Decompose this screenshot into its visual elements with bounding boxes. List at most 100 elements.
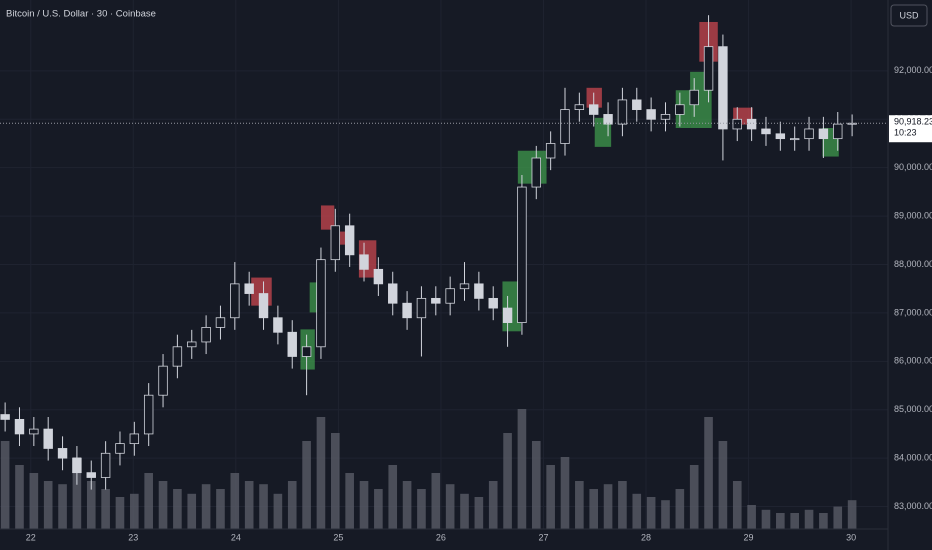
candle-body [718,46,728,130]
y-tick-label: 88,000.00 [894,259,932,269]
volume-bar [86,481,96,529]
volume-bar [187,493,197,529]
candle-body [402,302,412,319]
candle-body [201,327,211,343]
y-tick-label: 92,000.00 [894,65,932,75]
candle-body [301,346,312,357]
volume-bar [29,473,39,529]
volume-bar [474,497,484,529]
last-price-tag [889,115,932,143]
candle-body [316,259,326,348]
candle-body [244,283,254,294]
y-tick-label: 89,000.00 [894,210,932,220]
zone [594,117,612,147]
currency-label[interactable]: USD [899,10,919,20]
volume-bar [316,417,326,529]
candle-body [545,143,556,159]
volume-bar [747,505,756,529]
y-tick-label: 90,000.00 [894,162,932,172]
volume-bar [460,493,469,529]
candle-body [29,428,39,435]
volume-bar [761,509,771,529]
currency-button[interactable] [890,4,928,27]
volume-bar [43,481,53,529]
volume-bar [130,493,139,529]
candle-body [732,118,742,130]
volume-bar [115,497,125,529]
volume-bar [632,493,642,529]
candle-body [330,225,341,261]
candle-body [574,104,585,110]
volume-bar [244,481,254,529]
candle-body [775,133,786,140]
candle-body [373,268,384,285]
volume-bar [819,513,828,529]
volume-bar [287,481,297,529]
candle-body [14,419,25,435]
candle-body [359,254,369,270]
volume-bar [589,489,599,529]
volume-bar [72,457,82,529]
y-tick-label: 84,000.00 [894,453,932,463]
volume-bar [101,489,110,529]
candle-body [589,104,599,115]
candle-body [445,288,455,304]
candle-body [129,433,140,445]
candle-body [675,104,685,115]
candle-body [617,99,628,125]
volume-bar [517,409,527,529]
volume-bar [704,417,713,529]
volume-bar [833,506,843,529]
candle-body [517,186,527,323]
volume-bar [646,497,656,529]
candle-body [761,128,771,135]
candle-body [86,472,96,478]
x-tick-label: 27 [538,532,548,542]
volume-bar [15,465,24,529]
candle-body [57,448,68,459]
candle-body [703,46,714,91]
candle-body [474,283,484,299]
candle-body [560,109,570,144]
volume-bar [689,465,699,529]
chart-title: Bitcoin / U.S. Dollar · 30 · Coinbase [6,9,156,20]
y-tick-label: 85,000.00 [894,404,932,414]
candle-body [818,128,829,140]
candle-body [158,365,168,396]
volume-bar [331,433,340,529]
volume-bar [302,441,311,529]
candle-body [603,114,613,125]
volume-bar [618,481,627,529]
candle-body [100,452,111,478]
countdown-label: 10:23 [894,128,917,138]
volume-bar [417,489,426,529]
volume-bar [488,481,498,529]
x-tick-label: 29 [744,532,754,542]
candle-body [660,114,671,120]
x-tick-label: 23 [128,532,138,542]
candle-body [416,297,427,319]
volume-bar [445,484,455,529]
x-tick-label: 22 [26,532,36,542]
candle-body [143,394,154,435]
candle-body [287,331,297,357]
candle-body [72,457,82,474]
candle-body [431,297,441,304]
candle-body [43,428,53,449]
volume-bar [431,473,441,529]
candle-body [646,109,656,120]
volume-bar [273,493,283,529]
volume-bar [345,473,354,529]
volume-bar [560,457,570,529]
volume-bar [575,481,584,529]
candle-body [689,89,699,106]
volume-bar [661,500,670,529]
volume-bar [144,473,153,529]
candle-body [502,307,513,323]
candle-body [273,317,283,333]
candle-body [187,341,197,348]
candle-body [230,283,240,319]
y-tick-label: 83,000.00 [894,501,932,511]
